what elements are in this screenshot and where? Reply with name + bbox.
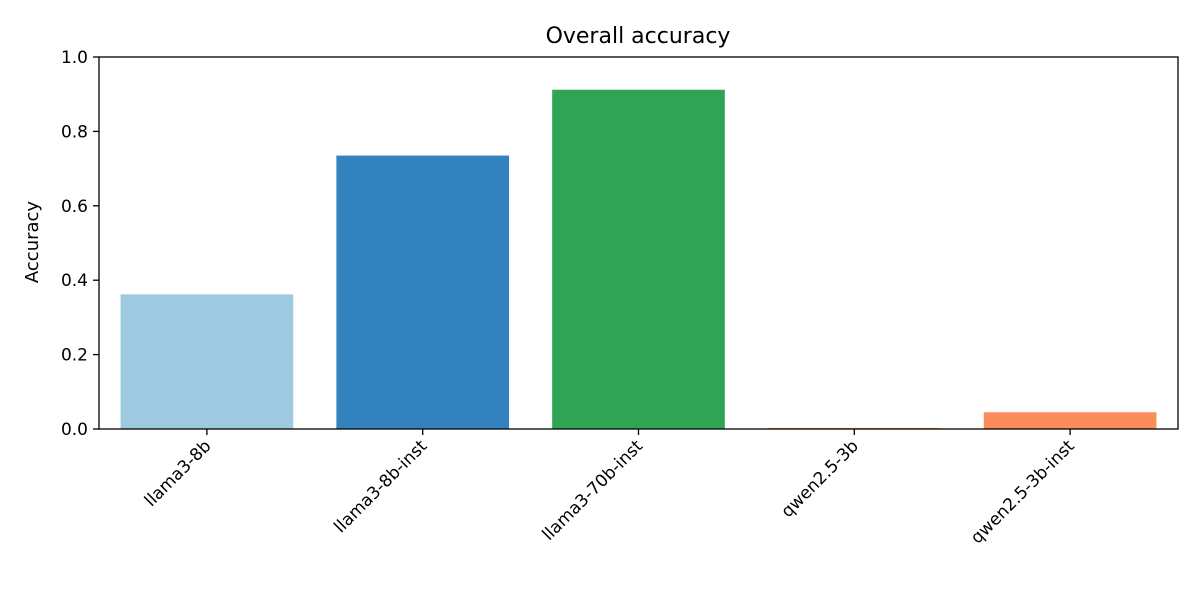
y-axis-label: Accuracy [22, 201, 43, 284]
chart-title: Overall accuracy [546, 24, 731, 49]
bar-llama3-8b-inst [336, 155, 510, 429]
x-axis: llama3-8b llama3-8b-inst llama3-70b-inst qw… [141, 429, 1079, 548]
x-tick-label: qwen2.5-3b [777, 436, 862, 521]
x-tick-label: qwen2.5-3b-inst [967, 436, 1079, 548]
bars [120, 89, 1157, 430]
y-tick-label: 0.0 [61, 420, 88, 440]
x-tick-label: llama3-8b [141, 436, 216, 511]
x-tick-label: llama3-70b-inst [539, 436, 648, 545]
plot-frame [98, 56, 1179, 430]
bar-llama3-8b [120, 294, 294, 429]
y-tick-label: 0.2 [61, 346, 88, 366]
y-axis: 0.0 0.2 0.4 0.6 0.8 1.0 [61, 48, 99, 440]
bar-llama3-70b-inst [552, 89, 725, 430]
y-tick-label: 0.6 [61, 197, 88, 217]
x-tick-label: llama3-8b-inst [330, 436, 431, 537]
y-tick-label: 0.8 [61, 122, 88, 142]
y-tick-label: 1.0 [61, 48, 88, 68]
y-tick-label: 0.4 [61, 271, 88, 291]
bar-qwen2.5-3b-inst [983, 412, 1157, 429]
